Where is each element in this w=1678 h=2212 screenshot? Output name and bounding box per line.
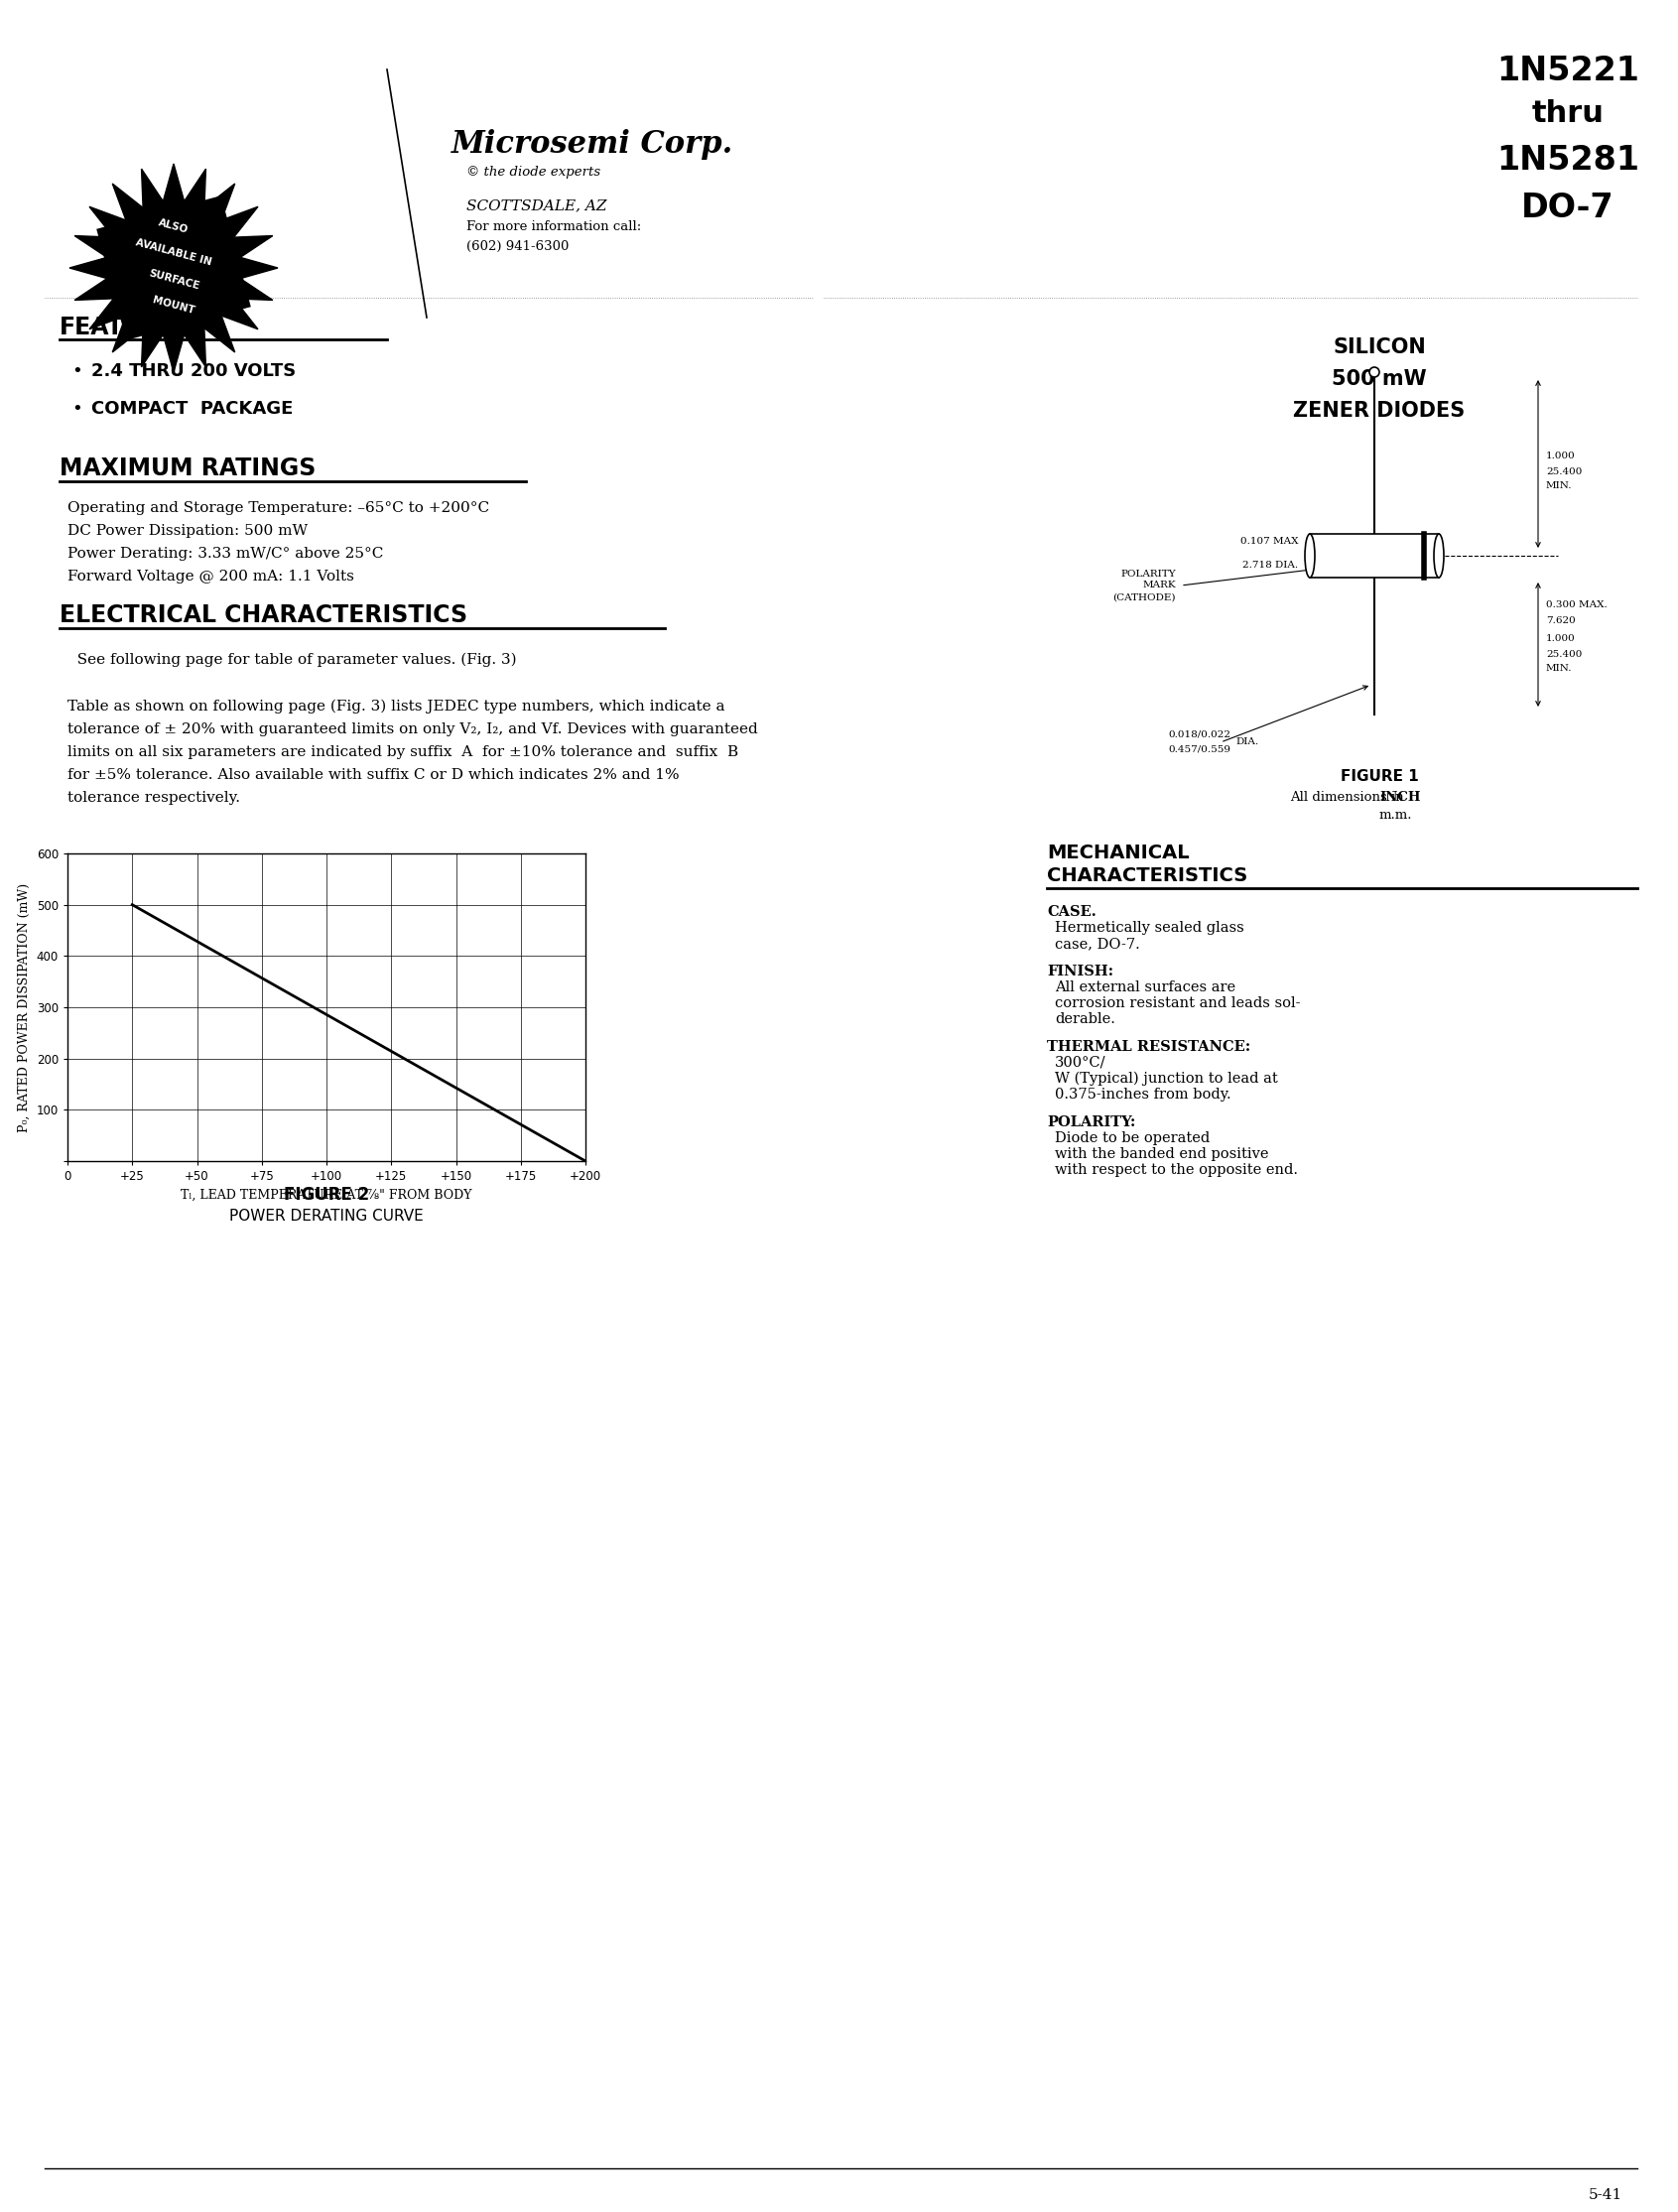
Text: FINISH:: FINISH: — [1047, 964, 1114, 978]
Text: case, DO-7.: case, DO-7. — [1055, 938, 1139, 951]
Text: with respect to the opposite end.: with respect to the opposite end. — [1055, 1164, 1299, 1177]
Text: SCOTTSDALE, AZ: SCOTTSDALE, AZ — [466, 199, 607, 212]
Text: All external surfaces are: All external surfaces are — [1055, 980, 1235, 995]
Text: limits on all six parameters are indicated by suffix  A  for ±10% tolerance and : limits on all six parameters are indicat… — [67, 745, 738, 759]
Text: DO-7: DO-7 — [1522, 192, 1614, 223]
Text: 25.400: 25.400 — [1545, 467, 1582, 476]
Text: THERMAL RESISTANCE:: THERMAL RESISTANCE: — [1047, 1040, 1250, 1053]
Ellipse shape — [1305, 533, 1316, 577]
Text: SURFACE: SURFACE — [148, 268, 200, 292]
Text: 1.000: 1.000 — [1545, 451, 1576, 460]
Polygon shape — [69, 164, 279, 372]
Text: Forward Voltage @ 200 mA: 1.1 Volts: Forward Voltage @ 200 mA: 1.1 Volts — [67, 571, 354, 584]
Text: MOUNT: MOUNT — [151, 294, 196, 316]
Text: 2.718 DIA.: 2.718 DIA. — [1242, 560, 1299, 571]
Text: with the banded end positive: with the banded end positive — [1055, 1148, 1269, 1161]
Text: Power Derating: 3.33 mW/C° above 25°C: Power Derating: 3.33 mW/C° above 25°C — [67, 546, 383, 560]
Circle shape — [1369, 367, 1379, 376]
Text: Diode to be operated: Diode to be operated — [1055, 1130, 1210, 1146]
Text: ZENER DIODES: ZENER DIODES — [1294, 400, 1465, 420]
Text: 0.018/0.022: 0.018/0.022 — [1168, 730, 1230, 739]
Text: ALSO: ALSO — [158, 217, 190, 234]
Text: DIA.: DIA. — [1235, 739, 1258, 748]
Text: FIGURE 1: FIGURE 1 — [1341, 770, 1418, 783]
Text: POLARITY:: POLARITY: — [1047, 1115, 1136, 1130]
Text: For more information call:: For more information call: — [466, 221, 641, 232]
Text: AVAILABLE IN: AVAILABLE IN — [134, 237, 213, 268]
Text: 0.375-inches from body.: 0.375-inches from body. — [1055, 1088, 1232, 1102]
Text: MECHANICAL
CHARACTERISTICS: MECHANICAL CHARACTERISTICS — [1047, 843, 1247, 885]
Text: •: • — [72, 400, 82, 418]
Text: All dimensions in: All dimensions in — [1290, 792, 1404, 803]
X-axis label: Tₗ, LEAD TEMPERATURE AT ⅞" FROM BODY: Tₗ, LEAD TEMPERATURE AT ⅞" FROM BODY — [181, 1188, 472, 1201]
Text: •: • — [72, 363, 82, 380]
Text: INCH: INCH — [1379, 792, 1421, 803]
Text: Microsemi Corp.: Microsemi Corp. — [451, 128, 733, 159]
Text: corrosion resistant and leads sol-: corrosion resistant and leads sol- — [1055, 995, 1300, 1011]
Text: 0.300 MAX.: 0.300 MAX. — [1545, 602, 1608, 611]
Text: 1N5281: 1N5281 — [1497, 144, 1639, 177]
Text: W (Typical) junction to lead at: W (Typical) junction to lead at — [1055, 1073, 1279, 1086]
Text: tolerance respectively.: tolerance respectively. — [67, 792, 240, 805]
Text: 5-41: 5-41 — [1589, 2188, 1623, 2203]
Text: POWER DERATING CURVE: POWER DERATING CURVE — [230, 1208, 423, 1223]
Text: © the diode experts: © the diode experts — [466, 166, 601, 179]
Text: 300°C/: 300°C/ — [1055, 1055, 1106, 1071]
Text: DC Power Dissipation: 500 mW: DC Power Dissipation: 500 mW — [67, 524, 307, 538]
Text: COMPACT  PACKAGE: COMPACT PACKAGE — [91, 400, 294, 418]
Text: Table as shown on following page (Fig. 3) lists JEDEC type numbers, which indica: Table as shown on following page (Fig. 3… — [67, 699, 725, 714]
Bar — [1311, 533, 1438, 577]
Y-axis label: P₀, RATED POWER DISSIPATION (mW): P₀, RATED POWER DISSIPATION (mW) — [18, 883, 30, 1133]
Text: thru: thru — [1532, 100, 1604, 128]
Text: 7.620: 7.620 — [1545, 615, 1576, 624]
Text: POLARITY
MARK
(CATHODE): POLARITY MARK (CATHODE) — [1113, 568, 1176, 602]
Text: MIN.: MIN. — [1545, 480, 1572, 489]
Text: FEATURES: FEATURES — [59, 316, 193, 338]
Text: See following page for table of parameter values. (Fig. 3): See following page for table of paramete… — [67, 653, 517, 668]
Text: MIN.: MIN. — [1545, 664, 1572, 672]
Text: Hermetically sealed glass: Hermetically sealed glass — [1055, 920, 1243, 936]
Text: m.m.: m.m. — [1379, 810, 1413, 821]
Text: ELECTRICAL CHARACTERISTICS: ELECTRICAL CHARACTERISTICS — [59, 604, 468, 628]
Text: SILICON: SILICON — [1332, 338, 1426, 358]
Text: 2.4 THRU 200 VOLTS: 2.4 THRU 200 VOLTS — [91, 363, 295, 380]
Text: FIGURE 2: FIGURE 2 — [284, 1186, 369, 1203]
Text: MAXIMUM RATINGS: MAXIMUM RATINGS — [59, 456, 315, 480]
Text: 500 mW: 500 mW — [1332, 369, 1426, 389]
Text: 1.000: 1.000 — [1545, 633, 1576, 641]
Text: for ±5% tolerance. Also available with suffix C or D which indicates 2% and 1%: for ±5% tolerance. Also available with s… — [67, 768, 680, 783]
Ellipse shape — [1435, 533, 1443, 577]
Text: 0.107 MAX: 0.107 MAX — [1240, 538, 1299, 546]
Text: 1N5221: 1N5221 — [1497, 55, 1639, 86]
Text: 25.400: 25.400 — [1545, 650, 1582, 659]
Text: CASE.: CASE. — [1047, 905, 1096, 918]
Polygon shape — [96, 195, 250, 341]
Text: tolerance of ± 20% with guaranteed limits on only V₂, I₂, and Vf. Devices with g: tolerance of ± 20% with guaranteed limit… — [67, 723, 758, 737]
Text: Operating and Storage Temperature: –65°C to +200°C: Operating and Storage Temperature: –65°C… — [67, 502, 490, 515]
Text: (602) 941-6300: (602) 941-6300 — [466, 241, 569, 252]
Text: derable.: derable. — [1055, 1013, 1116, 1026]
Text: 0.457/0.559: 0.457/0.559 — [1168, 745, 1230, 754]
